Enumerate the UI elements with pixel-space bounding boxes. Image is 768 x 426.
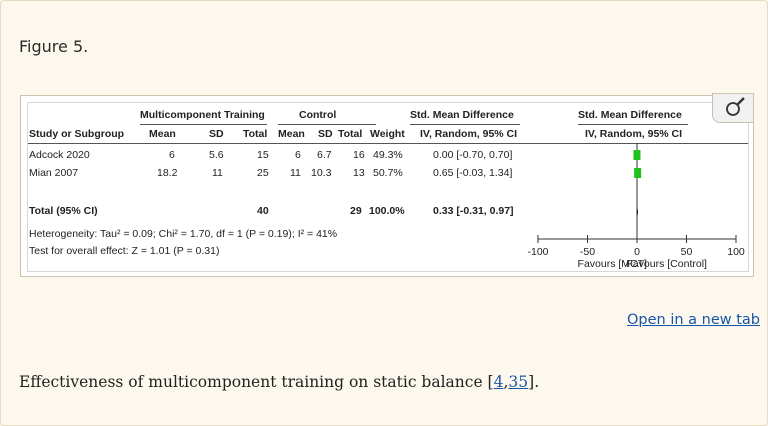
row-total-c: 13 [353, 167, 365, 179]
row-total-e: 15 [257, 149, 269, 161]
figure-caption: Effectiveness of multicomponent training… [19, 373, 539, 391]
figure-label: Figure 5. [19, 37, 89, 56]
col-total-c: Total [338, 128, 363, 140]
total-weight: 100.0% [369, 205, 405, 217]
caption-text: Effectiveness of multicomponent training… [19, 373, 494, 391]
col-weight: Weight [370, 128, 405, 140]
caption-end: ]. [528, 373, 540, 391]
heterogeneity-text: Heterogeneity: Tau² = 0.09; Chi² = 1.70,… [29, 228, 338, 240]
study-marker [634, 168, 642, 178]
header-effect: Std. Mean Difference [410, 109, 514, 121]
caption-sep: , [503, 373, 509, 391]
row-sd-e: 5.6 [209, 149, 224, 161]
forest-plot-image: Multicomponent Training Control Std. Mea… [27, 102, 749, 272]
column-divider [28, 143, 520, 144]
col-mean-e: Mean [149, 128, 176, 140]
col-sd-e: SD [209, 128, 224, 140]
row-mean-c: 11 [290, 167, 301, 179]
total-label: Total (95% CI) [29, 205, 98, 217]
header-underline [278, 124, 376, 125]
row-ci: 0.00 [-0.70, 0.70] [433, 149, 513, 161]
row-study: Mian 2007 [29, 167, 79, 179]
row-sd-e: 11 [212, 167, 223, 179]
row-total-c: 16 [353, 149, 365, 161]
x-tick-label: 0 [634, 246, 640, 258]
x-tick-label: -100 [527, 246, 548, 258]
ref-link[interactable]: 4 [493, 373, 504, 391]
row-sd-c: 6.7 [317, 149, 332, 161]
open-in-new-tab-link[interactable]: Open in a new tab [627, 312, 761, 328]
x-tick-label: -50 [580, 246, 595, 258]
total-e: 40 [257, 205, 269, 217]
favours-left-label: Favours [MCT] [578, 258, 648, 270]
x-tick-label: 100 [727, 246, 745, 258]
row-ci: 0.65 [-0.03, 1.34] [433, 167, 513, 179]
col-ci: IV, Random, 95% CI [420, 128, 518, 140]
col-study: Study or Subgroup [29, 128, 125, 140]
x-tick-label: 50 [681, 246, 693, 258]
overall-effect-text: Test for overall effect: Z = 1.01 (P = 0… [29, 245, 220, 257]
magnifying-glass-icon [724, 97, 746, 123]
column-divider [518, 143, 748, 144]
header-underline [410, 124, 520, 125]
header-underline [578, 124, 688, 125]
row-total-e: 25 [257, 167, 269, 179]
col-mean-c: Mean [278, 128, 305, 140]
row-weight: 49.3% [373, 149, 403, 161]
row-study: Adcock 2020 [29, 149, 90, 161]
header-underline [140, 124, 267, 125]
favours-right-label: Favours [Control] [626, 258, 707, 270]
header-plot: Std. Mean Difference [578, 109, 682, 121]
study-marker [633, 150, 641, 160]
row-weight: 50.7% [373, 167, 403, 179]
forest-plot: -100 -50 0 50 100 Favours [MCT]Favours [Contr… [527, 143, 745, 270]
header-control: Control [299, 109, 337, 121]
col-total-e: Total [243, 128, 268, 140]
header-experimental: Multicomponent Training [140, 109, 265, 121]
col-plot-ci: IV, Random, 95% CI [585, 128, 683, 140]
col-sd-c: SD [318, 128, 333, 140]
row-mean-c: 6 [295, 149, 301, 161]
total-ci: 0.33 [-0.31, 0.97] [433, 205, 514, 217]
row-sd-c: 10.3 [311, 167, 332, 179]
magnify-button[interactable] [712, 93, 754, 123]
total-c: 29 [350, 205, 362, 217]
row-mean-e: 18.2 [157, 167, 178, 179]
forest-plot-figure[interactable]: Multicomponent Training Control Std. Mea… [20, 95, 754, 277]
ref-link[interactable]: 35 [508, 373, 529, 391]
row-mean-e: 6 [169, 149, 175, 161]
